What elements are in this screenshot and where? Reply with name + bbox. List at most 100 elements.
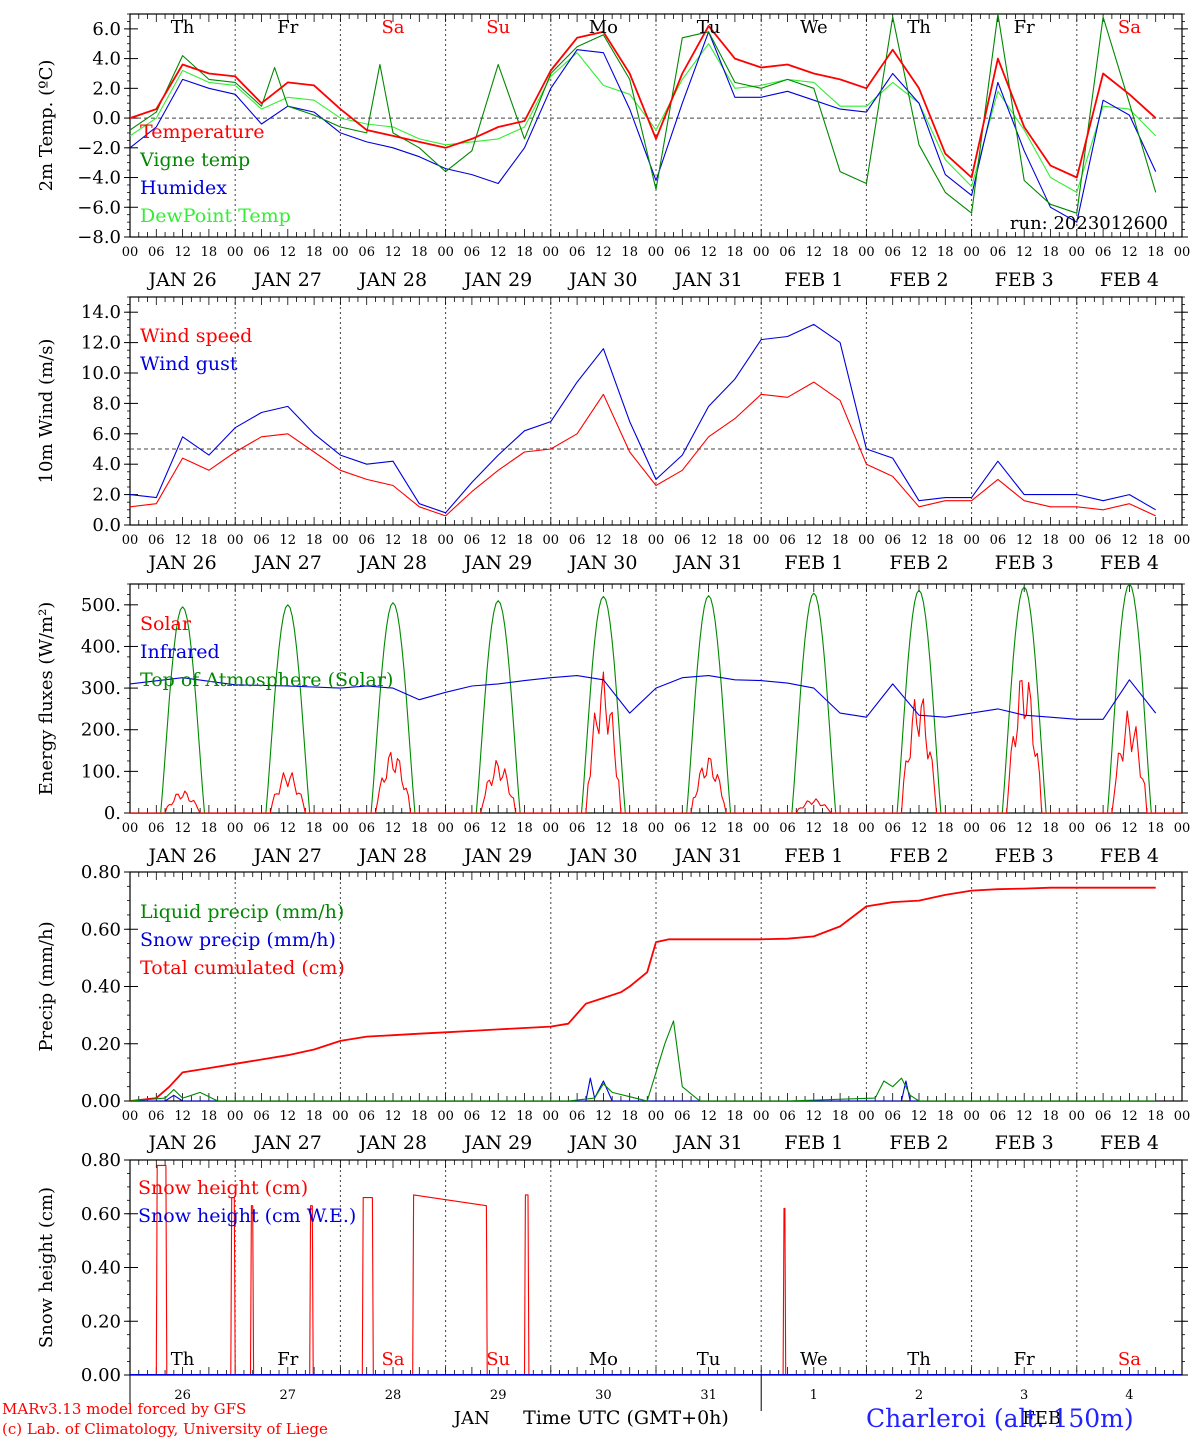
x-hour-label: 12 bbox=[700, 533, 717, 548]
x-hour-label: 06 bbox=[148, 533, 165, 548]
x-date-label: JAN 29 bbox=[462, 552, 532, 574]
x-date-label: JAN 26 bbox=[147, 269, 217, 291]
x-date-label: JAN 28 bbox=[357, 552, 427, 574]
y-tick-label: 12.0 bbox=[81, 333, 121, 354]
x-hour-label: 06 bbox=[1095, 533, 1112, 548]
x-hour-label: 00 bbox=[437, 821, 454, 836]
legend-entry: Total cumulated (cm) bbox=[140, 957, 345, 979]
x-hour-label: 12 bbox=[911, 245, 928, 260]
x-hour-label: 00 bbox=[648, 245, 665, 260]
x-hour-label: 06 bbox=[1095, 245, 1112, 260]
x-hour-label: 06 bbox=[253, 533, 270, 548]
y-tick-label: 14.0 bbox=[81, 302, 121, 323]
x-hour-label: 18 bbox=[621, 245, 638, 260]
legend-entry: DewPoint Temp bbox=[140, 205, 291, 227]
x-hour-label: 18 bbox=[411, 245, 428, 260]
plot-frame bbox=[129, 296, 1183, 526]
legend-entry: Top of Atmosphere (Solar) bbox=[140, 669, 393, 691]
x-hour-label: 18 bbox=[1042, 533, 1059, 548]
y-tick-label: 6.0 bbox=[92, 424, 121, 445]
y-tick-label: 200. bbox=[81, 720, 121, 741]
x-date-label: FEB 3 bbox=[995, 552, 1054, 574]
x-hour-label: 12 bbox=[1121, 821, 1138, 836]
x-hour-label: 18 bbox=[516, 533, 533, 548]
x-hour-label: 00 bbox=[753, 821, 770, 836]
x-date-label: FEB 2 bbox=[889, 1132, 948, 1154]
x-hour-label: 00 bbox=[1174, 821, 1191, 836]
x-hour-label: 18 bbox=[621, 821, 638, 836]
x-hour-label: 00 bbox=[543, 245, 560, 260]
x-hour-label: 06 bbox=[779, 1109, 796, 1124]
weekday-label: Fr bbox=[1014, 17, 1035, 38]
weekday-label: We bbox=[800, 17, 828, 38]
x-hour-label: 12 bbox=[700, 821, 717, 836]
x-hour-label: 00 bbox=[543, 533, 560, 548]
legend-entry: Snow precip (mm/h) bbox=[140, 929, 336, 951]
y-tick-label: −8.0 bbox=[77, 227, 121, 248]
x-hour-label: 00 bbox=[1174, 1109, 1191, 1124]
series-line-top-of-atmosphere-solar- bbox=[130, 584, 1182, 813]
panel-1: 6.0 4.0 2.0 0.0 −2.0 −4.0 −6.0 −8.0 2m Temp. (ºC… bbox=[36, 13, 1190, 291]
y-tick-label: 0.00 bbox=[81, 1365, 121, 1386]
x-date-label: FEB 2 bbox=[889, 845, 948, 867]
run-annotation: run: 2023012600 bbox=[1010, 213, 1168, 234]
x-date-label: JAN 29 bbox=[462, 269, 532, 291]
x-hour-label: 00 bbox=[227, 821, 244, 836]
x-hour-label: 18 bbox=[621, 533, 638, 548]
x-date-label: JAN 27 bbox=[252, 845, 322, 867]
x-hour-label: 00 bbox=[1069, 1109, 1086, 1124]
x-hour-label: 06 bbox=[464, 245, 481, 260]
weekday-label: Sa bbox=[1118, 17, 1141, 38]
series-line-wind-gust bbox=[130, 323, 1156, 514]
x-hour-label: 06 bbox=[884, 245, 901, 260]
x-date-label: JAN 28 bbox=[357, 845, 427, 867]
x-hour-label: 18 bbox=[516, 1109, 533, 1124]
x-date-label: FEB 4 bbox=[1100, 845, 1159, 867]
x-hour-label: 00 bbox=[648, 821, 665, 836]
y-tick-label: −4.0 bbox=[77, 168, 121, 189]
x-hour-label: 12 bbox=[806, 533, 823, 548]
y-axis-label: Snow height (cm) bbox=[36, 1187, 57, 1348]
y-tick-label: 4.0 bbox=[92, 49, 121, 70]
x-hour-label: 00 bbox=[227, 245, 244, 260]
x-hour-label: 18 bbox=[727, 1109, 744, 1124]
legend-entry: Vigne temp bbox=[139, 149, 250, 171]
weekday-label: Fr bbox=[277, 17, 298, 38]
x-hour-label: 12 bbox=[1016, 533, 1033, 548]
x-hour-label: 06 bbox=[464, 533, 481, 548]
x-hour-label: 12 bbox=[490, 821, 507, 836]
x-hour-label: 12 bbox=[595, 821, 612, 836]
x-hour-label: 06 bbox=[674, 245, 691, 260]
x-date-label: FEB 4 bbox=[1100, 552, 1159, 574]
y-tick-label: 0.20 bbox=[81, 1311, 121, 1332]
x-date-label: FEB 1 bbox=[784, 845, 843, 867]
x-hour-label: 18 bbox=[937, 245, 954, 260]
x-hour-label: 18 bbox=[832, 1109, 849, 1124]
series-line-vigne-temp bbox=[130, 14, 1157, 214]
y-tick-label: 300. bbox=[81, 678, 121, 699]
x-date-label: JAN 31 bbox=[673, 845, 743, 867]
x-hour-label: 12 bbox=[806, 245, 823, 260]
x-hour-label: 06 bbox=[358, 1109, 375, 1124]
x-hour-label: 12 bbox=[174, 533, 191, 548]
x-date-label: JAN 27 bbox=[252, 552, 322, 574]
legend-entry: Wind gust bbox=[140, 353, 238, 375]
x-hour-label: 00 bbox=[1069, 821, 1086, 836]
y-tick-label: 0.40 bbox=[81, 1258, 121, 1279]
x-hour-label: 06 bbox=[358, 821, 375, 836]
x-day-number: 26 bbox=[174, 1388, 191, 1403]
x-hour-label: 12 bbox=[490, 533, 507, 548]
x-hour-label: 12 bbox=[1016, 245, 1033, 260]
y-tick-label: 2.0 bbox=[92, 485, 121, 506]
x-date-label: FEB 1 bbox=[784, 552, 843, 574]
x-hour-label: 00 bbox=[963, 821, 980, 836]
x-hour-label: 00 bbox=[753, 1109, 770, 1124]
x-date-label: JAN 31 bbox=[673, 269, 743, 291]
x-hour-label: 18 bbox=[727, 245, 744, 260]
x-hour-label: 00 bbox=[858, 245, 875, 260]
x-date-label: FEB 1 bbox=[784, 1132, 843, 1154]
x-hour-label: 18 bbox=[516, 821, 533, 836]
x-date-label: JAN 29 bbox=[462, 845, 532, 867]
x-hour-label: 18 bbox=[306, 1109, 323, 1124]
x-hour-label: 06 bbox=[148, 821, 165, 836]
